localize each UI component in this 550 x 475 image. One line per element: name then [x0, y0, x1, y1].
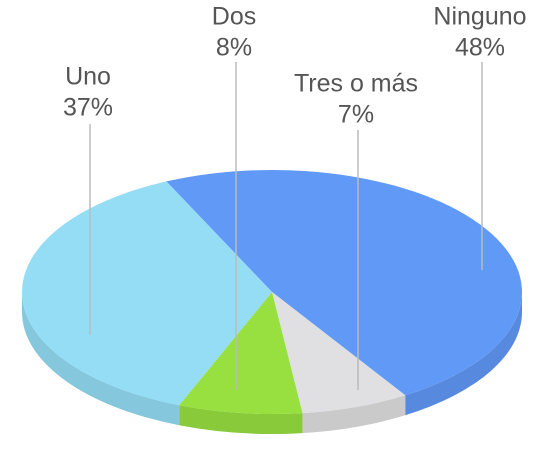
slice-value-label: 48% — [455, 34, 505, 62]
pie-slice — [166, 170, 522, 396]
pie-slice — [272, 292, 406, 414]
slice-value-label: 7% — [338, 101, 374, 129]
slice-label: Uno — [65, 63, 111, 91]
slice-value-label: 37% — [63, 94, 113, 122]
pie-slice-side — [405, 292, 522, 416]
pie-slice-side — [22, 292, 180, 426]
slice-label: Ninguno — [433, 3, 526, 31]
pie-slice — [179, 292, 303, 414]
slice-label: Tres o más — [294, 70, 418, 98]
slice-label: Dos — [212, 3, 256, 31]
slice-value-label: 8% — [216, 34, 252, 62]
pie-slice — [22, 181, 272, 406]
pie-slice-side — [302, 395, 406, 434]
pie-slice-side — [179, 405, 303, 434]
